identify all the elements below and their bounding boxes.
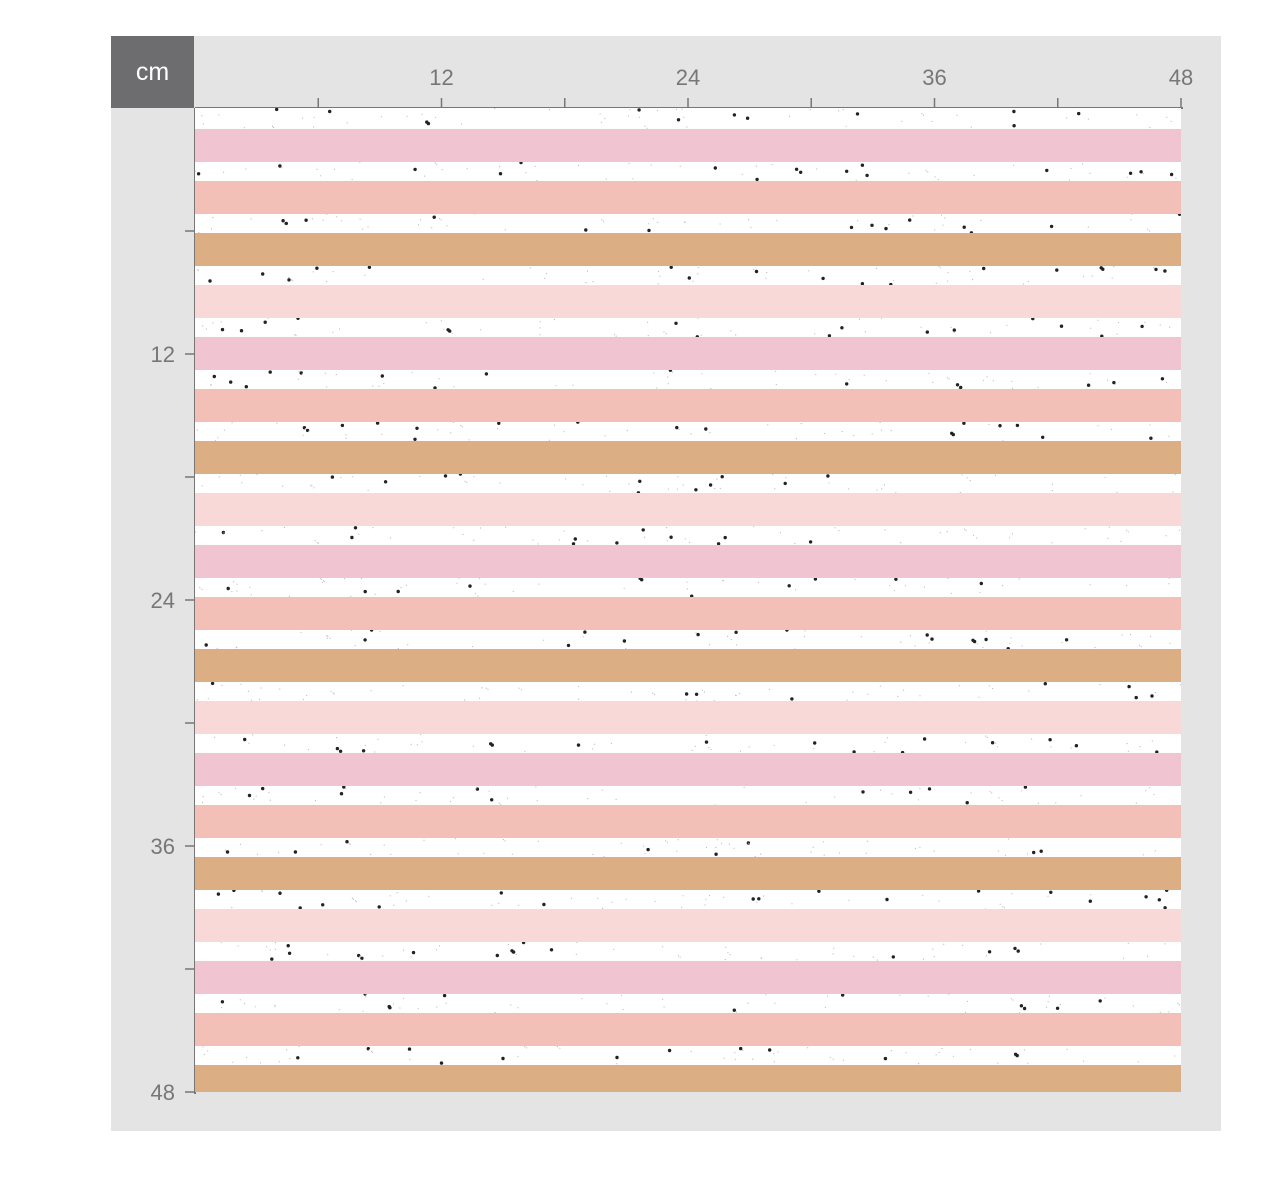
stripe [195,545,1181,578]
stripe [195,961,1181,994]
stripe [195,857,1181,890]
stripe [195,909,1181,942]
stripe [195,441,1181,474]
stripe [195,753,1181,786]
stripe [195,493,1181,526]
tick-label: 24 [676,65,700,90]
horizontal-ruler: 12 24 36 48 [195,65,1193,109]
stripe [195,1013,1181,1046]
stripe [195,181,1181,214]
stripe [195,337,1181,370]
unit-label: cm [111,36,194,108]
stripe [195,129,1181,162]
stripe [195,701,1181,734]
stripe [195,649,1181,682]
tick-label: 24 [151,588,175,613]
stripe-pattern [195,108,1181,1092]
tick-label: 12 [429,65,453,90]
stripe [195,1065,1181,1092]
tick-label: 12 [151,342,175,367]
stripes [195,129,1181,1092]
fabric-swatch-preview [195,108,1181,1092]
stripe [195,233,1181,266]
tick-label: 48 [151,1080,175,1105]
stripe [195,389,1181,422]
stripe [195,285,1181,318]
stripe [195,805,1181,838]
speckles [195,108,1181,1065]
tick-label: 36 [922,65,946,90]
stripe [195,597,1181,630]
vertical-ruler: 12 24 36 48 [151,108,196,1105]
tick-label: 36 [151,834,175,859]
tick-label: 48 [1169,65,1193,90]
